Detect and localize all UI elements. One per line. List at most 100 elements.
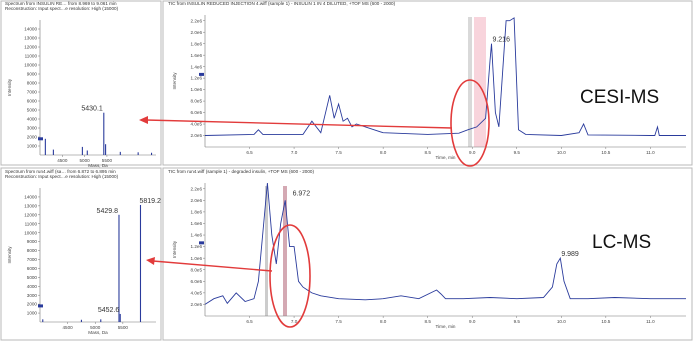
lc-spectrum-y-tick-label: 8000: [27, 248, 38, 253]
lc-spectrum-peak-label: 5429.8: [97, 208, 119, 215]
cesi-spectrum-chart: Spectrum from INSULIN RE… from 8.969 to …: [5, 1, 156, 168]
lc-spectrum-y-label: Intensity: [7, 246, 12, 264]
cesi-tic-x-tick-label: 10.0: [557, 150, 566, 155]
cesi-spectrum-peak-label: 5430.1: [81, 106, 103, 113]
cesi-spectrum-x-tick-label: 5000: [79, 158, 90, 163]
lc-spectrum-x-tick-label: 5000: [90, 325, 101, 330]
lc-tic-x-tick-label: 8.5: [424, 319, 431, 324]
lc-tic-annotation: 9.989: [561, 251, 579, 258]
cesi-tic-y-tick-label: 8.0e5: [191, 99, 203, 104]
cesi-tic-y-tick-label: 2.2e6: [191, 18, 203, 23]
lc-tic-x-tick-label: 11.0: [646, 319, 655, 324]
cesi-highlight-band: [474, 17, 486, 147]
lc-spectrum-peak-label: 5452.6: [98, 307, 120, 314]
lc-spectrum-y-tick-label: 7000: [27, 257, 38, 262]
cesi-spectrum-y-tick-label: 3000: [27, 126, 38, 131]
cesi-spectrum-subtitle: Reconstruction: Input spect…e resolution…: [5, 6, 119, 11]
lc-tic-x-tick-label: 7.0: [291, 319, 298, 324]
lc-tic-series-line: [204, 182, 686, 305]
lc-tic-y-tick-label: 8.0e5: [191, 267, 203, 272]
cesi-tic-panel: [162, 0, 693, 166]
lc-tic-x-tick-label: 7.5: [335, 319, 342, 324]
lc-spectrum-y-tick-label: 12000: [24, 212, 37, 217]
cesi-tic-x-tick-label: 11.0: [646, 150, 655, 155]
cesi-tic-x-tick-label: 10.5: [601, 150, 610, 155]
lc-spectrum-x-tick-label: 5500: [118, 325, 129, 330]
lc-spectrum-y-tick-label: 3000: [27, 293, 38, 298]
cesi-ms-label: CESI-MS: [580, 87, 659, 108]
lc-spectrum-panel: [0, 167, 162, 341]
cesi-spectrum-y-tick-label: 5000: [27, 108, 38, 113]
lc-spectrum-chart: Spectrum from run4.wiff (sa… from 6.872 …: [5, 169, 161, 335]
cesi-spectrum-panel: [0, 0, 162, 166]
cesi-tic-annotation: 9.216: [492, 37, 510, 44]
cesi-tic-axis-marker: [199, 72, 204, 76]
lc-tic-y-tick-label: 4.0e5: [191, 290, 203, 295]
lc-tic-x-tick-label: 8.0: [380, 319, 387, 324]
cesi-spectrum-x-tick-label: 5500: [102, 158, 113, 163]
lc-spectrum-x-label: Mass, Da: [88, 330, 108, 335]
lc-spectrum-y-tick-label: 14000: [24, 195, 37, 200]
cesi-highlight-bar: [468, 17, 472, 147]
lc-tic-panel: [162, 167, 693, 341]
cesi-spectrum-x-label: Mass, Da: [88, 163, 108, 168]
lc-ms-label: LC-MS: [592, 232, 651, 253]
cesi-tic-title: TIC from INSULIN REDUCED INJECTION 4.wif…: [168, 1, 396, 6]
lc-tic-x-tick-label: 9.5: [514, 319, 521, 324]
lc-tic-chart: TIC from run4.wiff (sample 1) - degraded…: [168, 169, 686, 329]
cesi-peak-ellipse: [450, 79, 490, 167]
lc-spectrum-title: Spectrum from run4.wiff (sa… from 6.872 …: [5, 169, 116, 174]
cesi-spectrum-y-tick-label: 8000: [27, 81, 38, 86]
cesi-spectrum-axis-marker: [38, 137, 43, 141]
lc-highlight-bar: [283, 186, 287, 316]
cesi-tic-x-tick-label: 7.0: [291, 150, 298, 155]
lc-spectrum-y-tick-label: 10000: [24, 230, 37, 235]
lc-peak-ellipse: [269, 224, 311, 328]
lc-spectrum-y-tick-label: 13000: [24, 203, 37, 208]
cesi-tic-y-label: Intensity: [172, 72, 177, 90]
cesi-spectrum-y-tick-label: 9000: [27, 72, 38, 77]
cesi-tic-x-tick-label: 7.5: [335, 150, 342, 155]
cesi-spectrum-y-tick-label: 6000: [27, 99, 38, 104]
lc-tic-y-tick-label: 2.0e5: [191, 302, 203, 307]
lc-spectrum-y-tick-label: 9000: [27, 239, 38, 244]
cesi-spectrum-y-tick-label: 12000: [24, 45, 37, 50]
cesi-spectrum-y-tick-label: 7000: [27, 90, 38, 95]
lc-spectrum-y-tick-label: 4000: [27, 284, 38, 289]
cesi-tic-y-tick-label: 1.0e6: [191, 87, 203, 92]
lc-spectrum-peak-label: 5819.2: [139, 198, 161, 205]
cesi-tic-y-tick-label: 1.2e6: [191, 76, 203, 81]
lc-tic-y-label: Intensity: [172, 240, 177, 258]
cesi-tic-y-tick-label: 2.0e6: [191, 30, 203, 35]
lc-highlight-bar-left: [265, 186, 268, 316]
lc-arrow-line: [152, 260, 273, 272]
lc-spectrum-y-tick-label: 1000: [27, 311, 38, 316]
cesi-tic-x-label: Time, min: [436, 155, 456, 160]
cesi-tic-y-tick-label: 4.0e5: [191, 122, 203, 127]
lc-spectrum-y-tick-label: 6000: [27, 266, 38, 271]
lc-tic-y-tick-label: 1.6e6: [191, 221, 203, 226]
lc-tic-annotation: 6.972: [293, 190, 311, 197]
cesi-tic-series-line: [204, 17, 686, 136]
lc-tic-title: TIC from run4.wiff (sample 1) - degraded…: [168, 169, 314, 174]
cesi-spectrum-x-tick-label: 4500: [57, 158, 68, 163]
cesi-arrow-line: [145, 119, 453, 129]
cesi-spectrum-y-tick-label: 13000: [24, 36, 37, 41]
lc-tic-x-tick-label: 10.0: [557, 319, 566, 324]
lc-spectrum-y-tick-label: 11000: [25, 221, 38, 226]
lc-tic-y-tick-label: 1.8e6: [191, 210, 203, 215]
lc-tic-y-tick-label: 1.0e6: [191, 256, 203, 261]
cesi-tic-x-tick-label: 9.0: [469, 150, 476, 155]
lc-arrow-head: [146, 257, 155, 265]
lc-spectrum-y-tick-label: 5000: [27, 275, 38, 280]
cesi-spectrum-y-tick-label: 4000: [27, 117, 38, 122]
charts-layer: Spectrum from INSULIN RE… from 8.969 to …: [5, 1, 686, 335]
cesi-tic-y-tick-label: 6.0e5: [191, 110, 203, 115]
cesi-spectrum-y-tick-label: 1000: [27, 144, 38, 149]
cesi-tic-y-tick-label: 1.6e6: [191, 53, 203, 58]
lc-tic-y-tick-label: 6.0e5: [191, 279, 203, 284]
cesi-tic-y-tick-label: 1.4e6: [191, 64, 203, 69]
lc-tic-x-tick-label: 6.5: [246, 319, 253, 324]
cesi-arrow-head: [139, 116, 148, 124]
